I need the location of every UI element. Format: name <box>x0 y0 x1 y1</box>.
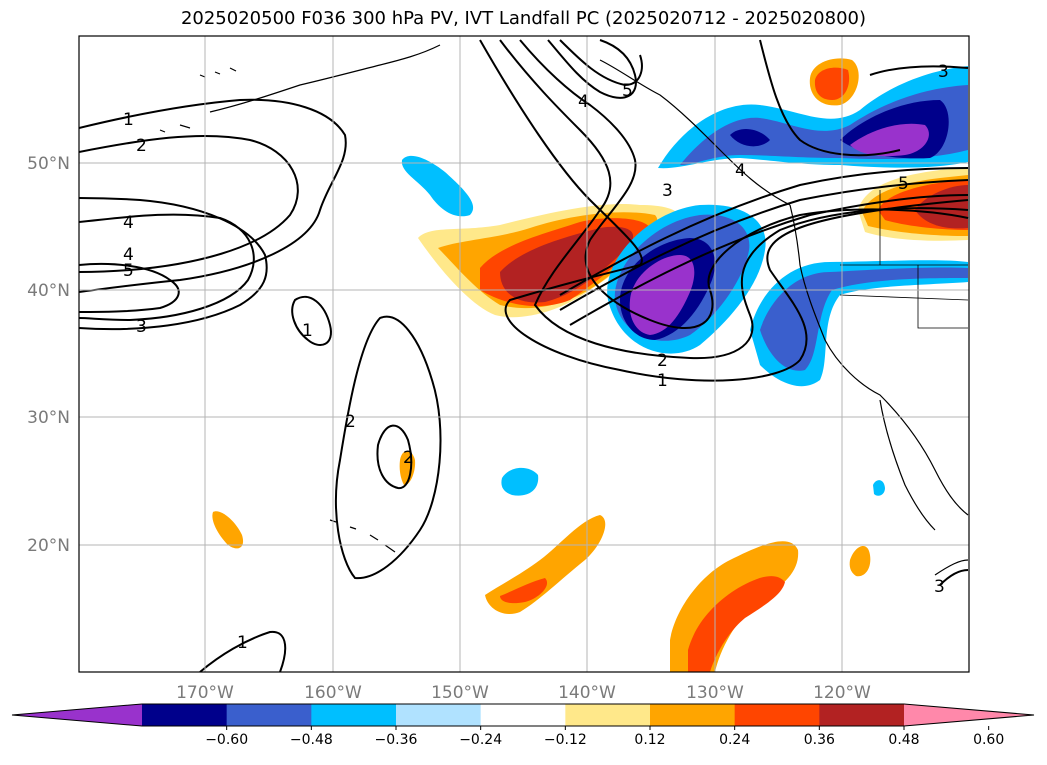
contour-labels: 1 2 4 4 5 3 1 2 1 2 4 5 3 4 3 5 2 1 3 <box>123 62 949 653</box>
contour-label: 4 <box>578 92 589 112</box>
contour-west-4 <box>79 213 255 322</box>
contour-label: 3 <box>662 181 673 201</box>
contour-label: 1 <box>237 633 248 653</box>
colorbar-tick-label: 0.48 <box>888 732 919 748</box>
contour-main-3 <box>519 39 969 330</box>
lon-label: 140°W <box>558 683 616 703</box>
pv-contours <box>79 39 969 672</box>
contour-central-2 <box>335 315 442 580</box>
latitude-labels: 50°N 40°N 30°N 20°N <box>27 154 70 556</box>
us-state-lines <box>839 190 969 329</box>
colorbar-tick-label: 0.24 <box>719 732 750 748</box>
contour-north-3 <box>869 65 969 76</box>
alaska-panhandle <box>599 59 791 206</box>
colorbar-tick-label: −0.60 <box>205 732 248 748</box>
plot-frame <box>78 35 970 673</box>
contour-label: 5 <box>123 261 134 281</box>
lat-label: 30°N <box>27 408 70 428</box>
colorbar-tick-label: 0.36 <box>804 732 835 748</box>
lon-label: 170°W <box>176 683 234 703</box>
lat-label: 40°N <box>27 281 70 301</box>
baja-coast <box>879 399 936 531</box>
contour-north-4 <box>759 39 901 157</box>
colorbar-tick-label: −0.12 <box>544 732 587 748</box>
contour-label: 1 <box>123 110 134 130</box>
contour-jet-b <box>559 179 969 311</box>
positive-subtropical-streak-core <box>500 578 548 604</box>
colorbar-segment <box>142 704 228 726</box>
contour-central-3 <box>376 424 413 489</box>
colorbar-tick-label: 0.12 <box>634 732 665 748</box>
contour-label: 1 <box>302 321 313 341</box>
contour-main-5 <box>559 39 643 87</box>
contour-label: 2 <box>403 448 414 468</box>
contour-main-1 <box>479 39 969 382</box>
colorbar-extend-high <box>904 704 1034 726</box>
colorbar-segment <box>480 704 566 726</box>
contour-west-5 <box>79 262 180 313</box>
contour-label: 1 <box>657 371 668 391</box>
colorbar-segment <box>565 704 651 726</box>
contour-label: 4 <box>123 213 134 233</box>
lon-label: 150°W <box>431 683 489 703</box>
colorbar-tick-label: −0.48 <box>290 732 333 748</box>
lon-label: 120°W <box>813 683 871 703</box>
contour-label: 5 <box>622 81 633 101</box>
contour-west-1 <box>79 98 347 293</box>
aleutian-islands <box>159 67 237 133</box>
contour-south-1 <box>199 630 287 672</box>
contour-west-3 <box>79 197 268 331</box>
colorbar-outline <box>11 703 1035 727</box>
colorbar-segment <box>311 704 397 726</box>
colorbar-tick-label: 0.60 <box>973 732 1004 748</box>
negative-coastal-band-36 <box>760 267 968 371</box>
lon-label: 160°W <box>304 683 362 703</box>
contour-label: 3 <box>938 62 949 82</box>
contour-label: 5 <box>898 174 909 194</box>
negative-small-subtropical <box>501 467 539 496</box>
negative-small-blob <box>401 155 474 217</box>
contour-central-1 <box>291 295 332 346</box>
mexico-coast <box>934 559 969 576</box>
contour-label: 2 <box>657 351 668 371</box>
contour-jet-c <box>569 194 969 326</box>
positive-small-north-core <box>814 67 850 100</box>
contour-jet-a <box>559 167 969 296</box>
contour-label: 4 <box>735 161 746 181</box>
contour-label: 3 <box>136 317 147 337</box>
colorbar-segment <box>819 704 905 726</box>
positive-subtropical-streak <box>485 515 606 615</box>
contour-label: 2 <box>345 412 356 432</box>
lat-label: 20°N <box>27 536 70 556</box>
colorbar-segment <box>734 704 820 726</box>
negative-northern-core <box>850 123 929 157</box>
colorbar-extend-low <box>12 704 142 726</box>
graticule <box>79 36 969 672</box>
negative-anomaly-core <box>629 255 695 335</box>
contour-west-2 <box>79 134 299 273</box>
colorbar-tick-label: −0.36 <box>375 732 418 748</box>
lon-label: 130°W <box>686 683 744 703</box>
contour-label: 3 <box>934 577 945 597</box>
colorbar: −0.60 −0.48 −0.36 −0.24 −0.12 0.12 0.24 0.36 0.4… <box>11 703 1035 748</box>
lat-label: 50°N <box>27 154 70 174</box>
pacific-nw-coast <box>789 204 969 516</box>
positive-small-east <box>849 545 871 577</box>
contour-label: 4 <box>123 245 134 265</box>
map-title: 2025020500 F036 300 hPa PV, IVT Landfall… <box>180 8 867 29</box>
contour-label: 2 <box>136 136 147 156</box>
colorbar-tick-label: −0.24 <box>459 732 502 748</box>
contour-north-5 <box>939 569 969 586</box>
positive-anomaly-core <box>500 226 634 303</box>
colorbar-segment <box>650 704 736 726</box>
longitude-labels: 170°W 160°W 150°W 140°W 130°W 120°W <box>176 683 871 703</box>
contour-main-2 <box>499 39 969 360</box>
positive-southern-streak-core <box>688 576 785 672</box>
colorbar-segment <box>226 704 312 726</box>
colorbar-segment <box>396 704 482 726</box>
contour-main-4 <box>547 39 637 99</box>
negative-small-east <box>873 480 885 496</box>
positive-small-west <box>212 511 244 549</box>
